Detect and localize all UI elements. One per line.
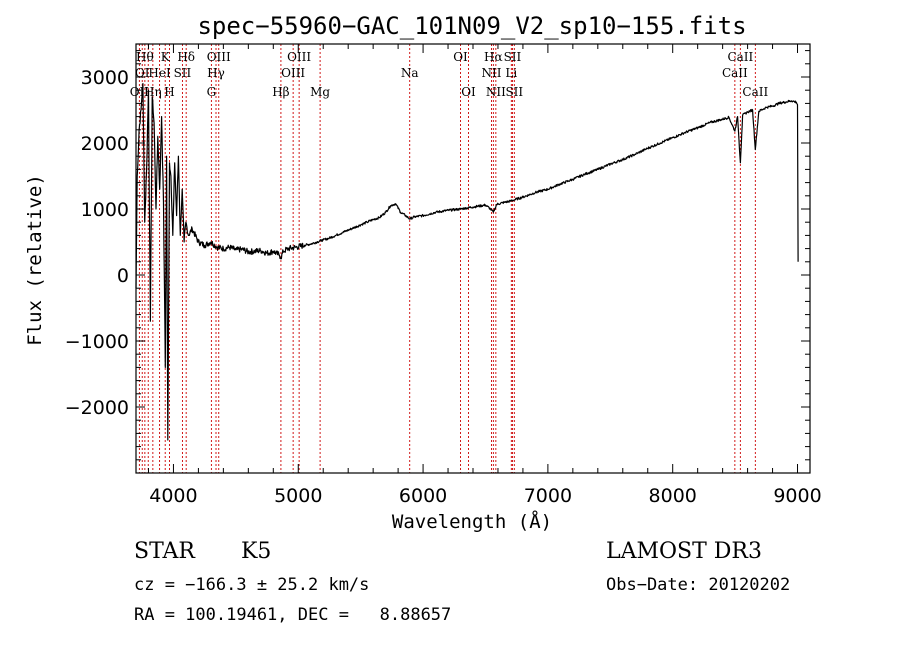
chart-title: spec−55960−GAC_101N09_V2_sp10−155.fits <box>197 12 746 40</box>
spectral-line-label: OII <box>130 85 150 99</box>
observation-date: Obs−Date: 20120202 <box>606 575 790 595</box>
x-tick-label: 4000 <box>149 485 197 507</box>
x-tick-label: 5000 <box>274 485 322 507</box>
redshift-cz: cz = −166.3 ± 25.2 km/s <box>134 575 369 595</box>
spectral-line-label: OIII <box>207 50 231 64</box>
x-axis-label: Wavelength (Å) <box>392 510 552 533</box>
y-tick-label: −2000 <box>65 397 129 419</box>
x-axis: 4000 5000 6000 7000 8000 9000 <box>147 44 822 507</box>
x-tick-label: 6000 <box>399 485 447 507</box>
spectral-line-label: OI <box>461 85 476 99</box>
spectrum-series-line <box>135 83 799 441</box>
spectral-line-labels: OIIOIHθHηHeIKHSIIHδGHγOIIIHβOIIIOIIIMgNa… <box>130 50 769 99</box>
object-class: STAR <box>134 539 195 564</box>
spectral-line-label: CaII <box>722 66 748 80</box>
spectral-line-label: HeI <box>148 66 171 80</box>
survey-label: LAMOST DR3 <box>606 539 762 564</box>
y-axis: −2000 −1000 0 1000 2000 3000 <box>65 50 810 474</box>
spectral-line-label: OIII <box>287 50 311 64</box>
spectral-line-label: Hα <box>484 50 503 64</box>
plot-frame <box>135 43 811 474</box>
spectral-line-label: NII <box>481 66 501 80</box>
x-tick-label: 8000 <box>649 485 697 507</box>
x-tick-label: 9000 <box>773 485 821 507</box>
survey-name: LAMOST DR3 <box>606 539 762 564</box>
class-label: STAR <box>134 539 195 564</box>
object-subclass: K5 <box>241 539 271 564</box>
spectral-line-label: G <box>207 85 217 99</box>
spectral-line-label: Hδ <box>177 50 195 64</box>
spectral-line-label: NII <box>486 85 506 99</box>
y-tick-label: 3000 <box>81 67 129 89</box>
spectral-line-label: OIII <box>281 66 305 80</box>
spectral-line-label: SII <box>174 66 192 80</box>
spectral-line-label: SII <box>505 85 523 99</box>
spectral-line-label: Na <box>401 66 419 80</box>
y-tick-label: 2000 <box>81 133 129 155</box>
x-tick-label: 7000 <box>524 485 572 507</box>
spectral-line-markers <box>138 44 756 473</box>
spectral-line-label: Hγ <box>207 66 225 80</box>
radec-text: RA = 100.19461, DEC = 8.88657 <box>134 605 452 625</box>
y-tick-label: −1000 <box>65 331 129 353</box>
spectral-line-label: Hβ <box>272 85 289 99</box>
spectral-line-label: Hθ <box>136 50 154 64</box>
cz-text: cz = −166.3 ± 25.2 km/s <box>134 575 370 595</box>
spectral-line-label: CaII <box>727 50 753 64</box>
spectral-line-label: Li <box>505 66 517 80</box>
spectral-line-label: K <box>161 50 171 64</box>
obs-date-text: Obs−Date: 20120202 <box>606 575 791 595</box>
spectral-line-label: OI <box>453 50 468 64</box>
spectral-line-label: CaII <box>742 85 768 99</box>
spectral-line-label: Mg <box>310 85 330 99</box>
subclass-label: K5 <box>241 539 272 564</box>
spectral-line-label: H <box>164 85 174 99</box>
y-tick-label: 0 <box>117 265 129 287</box>
spectral-line-label: Hη <box>144 85 162 99</box>
y-tick-label: 1000 <box>81 199 129 221</box>
spectral-line-label: SII <box>504 50 522 64</box>
y-axis-label: Flux (relative) <box>24 174 46 346</box>
ra-dec-coordinates: RA = 100.19461, DEC = 8.88657 <box>134 605 451 625</box>
